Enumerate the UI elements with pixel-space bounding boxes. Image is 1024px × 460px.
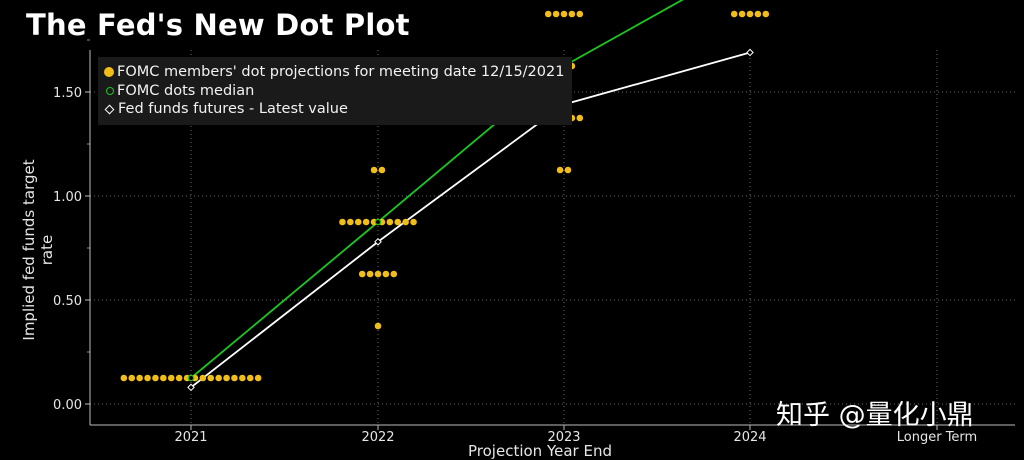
y-tick-label: 0.00 [53, 398, 82, 413]
fomc-dot [746, 10, 754, 18]
legend-label-median: FOMC dots median [117, 83, 255, 99]
fomc-dot [358, 270, 366, 278]
legend-label-dots: FOMC members' dot projections for meetin… [117, 64, 565, 80]
fomc-dot [175, 374, 183, 382]
fomc-dot [402, 218, 409, 226]
fomc-dot [410, 218, 417, 226]
fomc-dot [374, 322, 382, 330]
fomc-dot [239, 374, 246, 382]
tick-labels: 0.000.501.001.502.002.503.00202120222023… [53, 86, 977, 445]
fomc-dot [544, 10, 552, 18]
fomc-dot [354, 218, 362, 226]
chart-legend: FOMC members' dot projections for meetin… [98, 57, 572, 125]
fomc-dot [386, 218, 394, 226]
legend-item-dots: FOMC members' dot projections for meetin… [104, 63, 564, 81]
fomc-dot [576, 10, 584, 18]
fomc-dot [390, 270, 398, 278]
fomc-dot [556, 166, 564, 174]
legend-label-futures: Fed funds futures - Latest value [118, 101, 348, 117]
fomc-dot [152, 374, 159, 382]
watermark: 知乎 @量化小鼎 [776, 400, 974, 431]
x-tick-label: Longer Term [897, 430, 977, 445]
fomc-dot [254, 374, 262, 382]
x-tick-label: 2022 [361, 430, 394, 445]
diamond-icon [104, 104, 115, 114]
fomc-dot [144, 374, 151, 382]
fomc-dot [207, 374, 215, 382]
fomc-dot [347, 218, 354, 226]
gridlines [90, 50, 1015, 425]
filled-circle-icon [104, 67, 114, 77]
fomc-dot [762, 10, 770, 18]
fomc-dot [246, 374, 254, 382]
y-axis-label: Implied fed funds target rate [20, 159, 56, 341]
fomc-dot [223, 374, 230, 382]
fomc-dot [564, 166, 572, 174]
y-tick-label: 1.50 [53, 86, 82, 101]
fomc-dot [167, 374, 175, 382]
fomc-dot [231, 374, 238, 382]
fomc-dot [362, 218, 370, 226]
fomc-dot [382, 270, 390, 278]
median-marker [187, 374, 195, 382]
futures-line [190, 51, 751, 389]
fomc-dot [568, 10, 576, 18]
ring-icon [106, 87, 114, 95]
fomc-dot [120, 374, 128, 382]
fomc-dot [160, 374, 167, 382]
fomc-dot [730, 10, 738, 18]
chart-title: The Fed's New Dot Plot [26, 8, 410, 42]
fomc-dot [560, 10, 568, 18]
fomc-dot [199, 374, 207, 382]
fomc-dot [370, 166, 378, 174]
median-marker [374, 218, 382, 226]
futures-marker [187, 383, 195, 392]
y-tick-label: 0.50 [53, 294, 82, 309]
fomc-dot [366, 270, 374, 278]
fomc-dot [128, 374, 136, 382]
x-axis-label: Projection Year End [468, 442, 612, 460]
fomc-dot [378, 166, 386, 174]
fomc-dot [394, 218, 402, 226]
legend-item-futures: Fed funds futures - Latest value [104, 100, 348, 118]
futures-marker [374, 237, 382, 246]
fomc-dot [738, 10, 746, 18]
fomc-dot [754, 10, 762, 18]
fomc-dot [552, 10, 560, 18]
fomc-dot [374, 270, 382, 278]
y-tick-label: 1.00 [53, 190, 82, 205]
futures-marker [746, 48, 754, 57]
x-tick-label: 2024 [733, 430, 766, 445]
axes [85, 39, 1015, 430]
legend-item-median: FOMC dots median [104, 82, 254, 100]
x-tick-label: 2023 [547, 430, 580, 445]
fomc-dot [576, 114, 584, 122]
x-tick-label: 2021 [174, 430, 207, 445]
fomc-dot [136, 374, 143, 382]
fomc-dot [339, 218, 346, 226]
fomc-dot [215, 374, 222, 382]
